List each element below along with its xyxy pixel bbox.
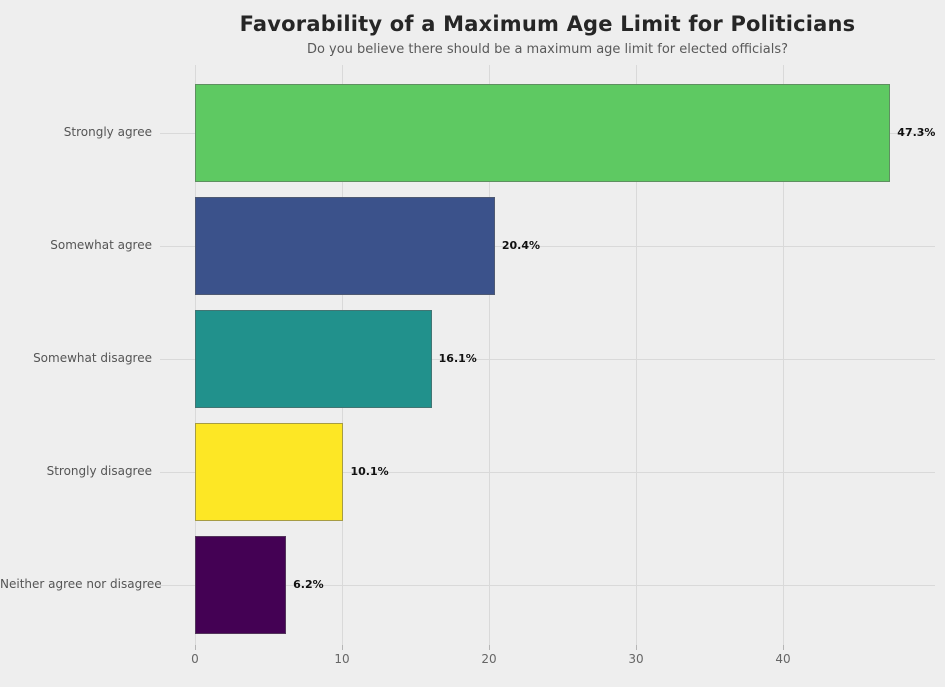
y-gridline (160, 359, 935, 361)
x-tick-mark (489, 645, 490, 650)
x-tick-label: 0 (191, 652, 199, 666)
bar-strongly-disagree (195, 423, 344, 522)
y-gridline (160, 246, 935, 248)
y-gridline (160, 585, 935, 587)
x-tick-mark (783, 645, 784, 650)
bar-value-label: 10.1% (350, 465, 389, 479)
category-label: Strongly agree (63, 125, 152, 139)
bar-somewhat-agree (195, 197, 495, 296)
x-tick-label: 10 (334, 652, 350, 666)
y-gridline (160, 472, 935, 474)
category-label: Neither agree nor disagree (0, 577, 162, 592)
category-label: Somewhat agree (50, 238, 152, 253)
category-label: Strongly disagree (46, 464, 152, 479)
bar-value-label: 20.4% (501, 239, 541, 253)
bar-somewhat-disagree (195, 310, 432, 409)
bar-value-label: 6.2% (293, 578, 324, 592)
chart-subtitle: Do you believe there should be a maximum… (306, 42, 789, 57)
x-tick-mark (636, 645, 637, 650)
bar-value-label: 16.1% (438, 352, 477, 366)
category-label: Somewhat disagree (33, 351, 152, 366)
x-tick-label: 20 (481, 652, 497, 666)
bar-value-label: 47.3% (897, 126, 936, 139)
x-tick-label: 40 (775, 652, 791, 666)
chart-title: Favorability of a Maximum Age Limit for … (239, 12, 856, 36)
x-gridline (636, 65, 637, 645)
plot-area: 47.3% 20.4% 16.1% 10.1% 6.2% (160, 65, 935, 645)
x-gridline (489, 65, 490, 645)
bar-neither-agree-nor-disagree (195, 536, 287, 635)
x-gridline (783, 65, 784, 645)
bar-strongly-agree (195, 84, 891, 182)
x-tick-mark (342, 645, 343, 650)
x-tick-label: 30 (628, 652, 644, 666)
x-tick-mark (195, 645, 196, 650)
